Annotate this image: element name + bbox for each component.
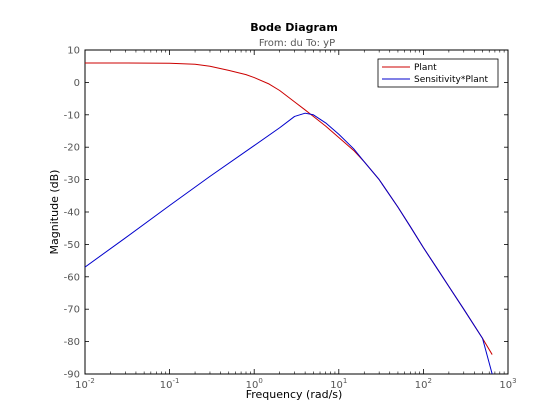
x-tick-label: 102	[415, 377, 432, 391]
y-tick-label: -30	[64, 175, 80, 186]
x-tick-base: 10	[499, 380, 512, 391]
y-tick-label: 10	[67, 46, 80, 57]
legend: Plant Sensitivity*Plant	[377, 58, 499, 88]
x-tick-base: 10	[75, 380, 88, 391]
y-tick-label: -20	[64, 143, 80, 154]
y-tick-label: -90	[64, 370, 80, 381]
y-tick-label: -70	[64, 305, 80, 316]
x-tick-exponent: -1	[172, 377, 179, 385]
x-tick-base: 10	[415, 380, 428, 391]
y-tick-label: -10	[64, 110, 80, 121]
series-layer	[85, 62, 493, 374]
y-tick-label: -50	[64, 240, 80, 251]
chart-subtitle: From: du To: yP	[259, 38, 335, 49]
legend-box	[377, 58, 499, 88]
x-tick-label: 10-2	[75, 377, 95, 391]
x-tick-label: 100	[246, 377, 263, 391]
x-tick-label: 103	[499, 377, 516, 391]
series-line-sensitivity-plant	[85, 112, 493, 374]
x-tick-label: 10-1	[160, 377, 180, 391]
y-tick-label: 0	[74, 78, 80, 89]
y-axis-label: Magnitude (dB)	[48, 170, 61, 255]
x-tick-exponent: 1	[343, 377, 347, 385]
x-tick-exponent: 3	[512, 377, 516, 385]
x-tick-exponent: 2	[428, 377, 432, 385]
x-tick-base: 10	[330, 380, 343, 391]
plot-area	[84, 49, 509, 375]
legend-label-sensitivity-plant: Sensitivity*Plant	[414, 75, 489, 85]
chart-title: Bode Diagram	[250, 21, 338, 34]
x-tick-base: 10	[160, 380, 173, 391]
legend-label-plant: Plant	[414, 63, 437, 73]
x-tick-base: 10	[246, 380, 259, 391]
x-axis-label: Frequency (rad/s)	[246, 388, 343, 401]
x-tick-exponent: -2	[88, 377, 95, 385]
y-tick-label: -80	[64, 337, 80, 348]
x-tick-label: 101	[330, 377, 347, 391]
x-tick-exponent: 0	[258, 377, 262, 385]
y-tick-label: -40	[64, 208, 80, 219]
y-tick-label: -60	[64, 272, 80, 283]
